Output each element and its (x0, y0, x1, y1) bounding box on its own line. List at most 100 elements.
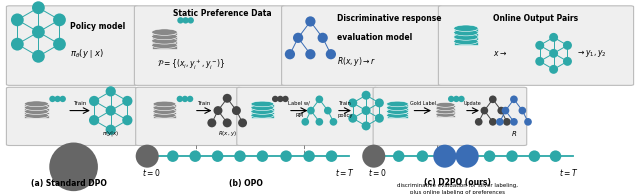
Ellipse shape (24, 101, 49, 107)
Ellipse shape (89, 96, 99, 106)
Ellipse shape (32, 26, 45, 38)
Text: discriminative evaluation for silver labeling,
plus online labeling of preferenc: discriminative evaluation for silver lab… (397, 183, 518, 194)
Ellipse shape (436, 109, 455, 114)
Ellipse shape (563, 41, 572, 50)
Ellipse shape (387, 105, 408, 111)
Ellipse shape (461, 150, 473, 162)
Ellipse shape (214, 106, 223, 115)
Bar (387, 112, 408, 114)
Ellipse shape (188, 17, 194, 23)
Ellipse shape (305, 16, 316, 27)
Bar (454, 33, 478, 36)
Ellipse shape (362, 106, 371, 115)
Ellipse shape (550, 150, 561, 162)
Ellipse shape (251, 105, 274, 111)
Ellipse shape (535, 57, 544, 66)
Ellipse shape (489, 95, 497, 103)
Ellipse shape (563, 57, 572, 66)
Ellipse shape (106, 125, 116, 135)
Ellipse shape (272, 96, 278, 102)
Text: $x \to$: $x \to$ (493, 49, 507, 58)
Ellipse shape (24, 113, 49, 118)
Ellipse shape (433, 145, 456, 168)
Ellipse shape (510, 95, 518, 103)
Ellipse shape (375, 114, 384, 123)
Ellipse shape (436, 102, 455, 107)
Ellipse shape (152, 29, 177, 35)
Text: Policy model: Policy model (70, 22, 125, 31)
Ellipse shape (535, 41, 544, 50)
Text: $\to y_1, y_2$: $\to y_1, y_2$ (576, 48, 607, 59)
Ellipse shape (549, 49, 558, 58)
Ellipse shape (301, 118, 309, 126)
Ellipse shape (106, 106, 116, 116)
Ellipse shape (417, 150, 428, 162)
Ellipse shape (153, 101, 176, 107)
Text: Gold Label: Gold Label (410, 101, 436, 106)
Text: Static Preference Data: Static Preference Data (173, 10, 271, 18)
Ellipse shape (167, 150, 179, 162)
Ellipse shape (251, 101, 274, 107)
Ellipse shape (285, 49, 295, 59)
Ellipse shape (212, 150, 223, 162)
Ellipse shape (475, 118, 483, 126)
Ellipse shape (458, 96, 465, 102)
Ellipse shape (324, 107, 332, 114)
FancyBboxPatch shape (6, 6, 138, 85)
Ellipse shape (223, 118, 232, 127)
Bar (152, 32, 177, 36)
Ellipse shape (326, 49, 336, 59)
Ellipse shape (177, 96, 183, 102)
Text: $R$: $R$ (511, 129, 517, 138)
Bar (387, 108, 408, 111)
Ellipse shape (454, 38, 478, 45)
Ellipse shape (53, 38, 66, 51)
Ellipse shape (280, 150, 292, 162)
FancyBboxPatch shape (136, 87, 241, 146)
Text: Train: Train (198, 101, 211, 106)
FancyBboxPatch shape (373, 87, 527, 146)
Ellipse shape (11, 13, 24, 26)
Ellipse shape (232, 106, 241, 115)
Text: Update: Update (464, 101, 482, 106)
Ellipse shape (524, 118, 532, 126)
Ellipse shape (293, 33, 303, 43)
Text: policy: policy (337, 113, 353, 118)
Ellipse shape (60, 96, 66, 102)
Ellipse shape (152, 38, 177, 44)
Ellipse shape (234, 150, 246, 162)
Text: (c) D2PO (ours): (c) D2PO (ours) (424, 178, 491, 187)
Ellipse shape (152, 33, 177, 40)
Bar (153, 108, 176, 111)
Ellipse shape (549, 33, 558, 42)
Ellipse shape (251, 113, 274, 118)
Bar (454, 37, 478, 40)
Ellipse shape (49, 143, 98, 191)
Ellipse shape (189, 150, 201, 162)
Bar (251, 108, 274, 111)
Ellipse shape (49, 96, 56, 102)
Bar (152, 41, 177, 44)
Bar (387, 115, 408, 118)
Ellipse shape (305, 49, 316, 59)
Text: $\mathcal{P} = \{(x_i, y_i^+, y_i^-)\}$: $\mathcal{P} = \{(x_i, y_i^+, y_i^-)\}$ (157, 58, 225, 72)
Text: $\pi_\theta(y \mid x)$: $\pi_\theta(y \mid x)$ (70, 47, 104, 60)
Ellipse shape (497, 107, 505, 114)
Text: (a) Standard DPO: (a) Standard DPO (31, 179, 107, 188)
Ellipse shape (182, 96, 188, 102)
Ellipse shape (330, 118, 337, 126)
Ellipse shape (24, 105, 49, 111)
Ellipse shape (153, 105, 176, 111)
Ellipse shape (510, 118, 518, 126)
Bar (251, 115, 274, 118)
Ellipse shape (529, 150, 540, 162)
Ellipse shape (456, 145, 479, 168)
Ellipse shape (282, 96, 289, 102)
Bar (454, 41, 478, 45)
Text: Train: Train (339, 101, 351, 106)
Ellipse shape (303, 150, 315, 162)
Ellipse shape (307, 107, 315, 114)
Ellipse shape (326, 150, 337, 162)
Ellipse shape (153, 109, 176, 114)
Ellipse shape (177, 17, 184, 23)
